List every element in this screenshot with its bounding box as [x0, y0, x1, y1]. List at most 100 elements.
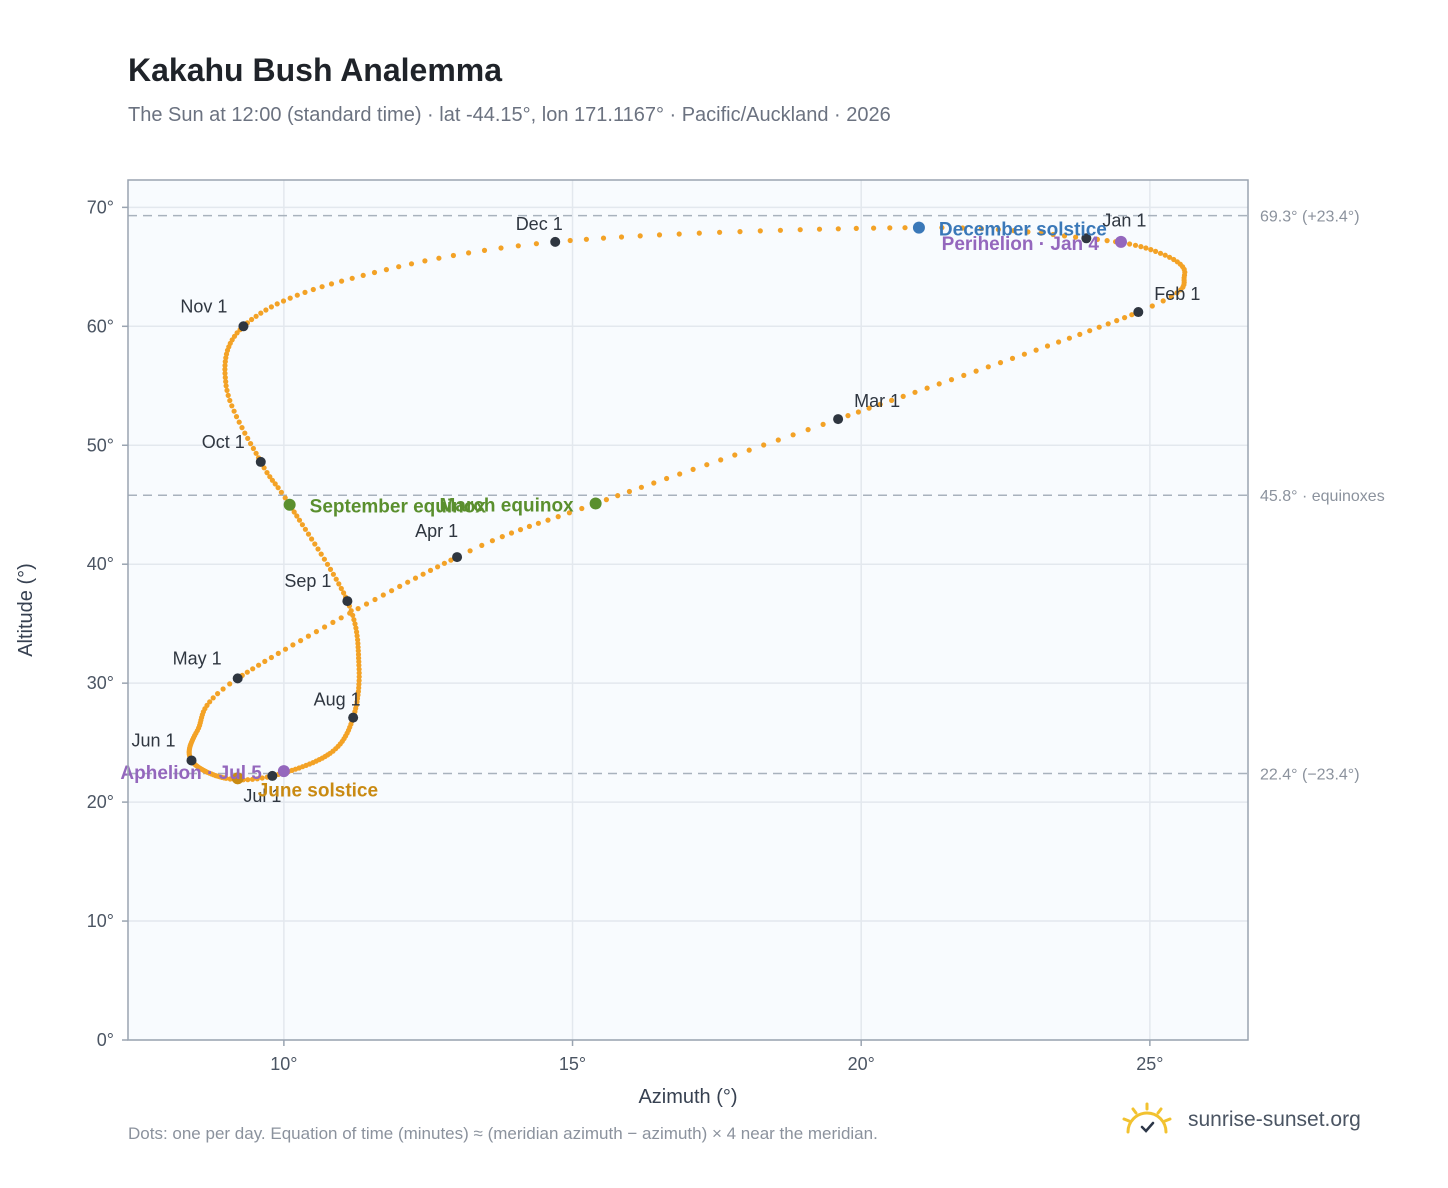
day-dot	[396, 264, 402, 270]
day-dot	[223, 775, 229, 781]
day-dot	[207, 699, 213, 705]
day-dot	[902, 225, 908, 231]
day-dot	[1168, 294, 1174, 300]
event-marker-dot	[589, 497, 602, 510]
day-dot	[1094, 236, 1100, 242]
day-dot	[1061, 233, 1068, 239]
day-dot	[302, 526, 308, 532]
month-marker-label: Sep 1	[284, 571, 331, 591]
day-dot	[1178, 287, 1184, 293]
event-marker-label: June solstice	[258, 780, 378, 801]
day-dot	[600, 235, 607, 241]
day-dot	[259, 775, 265, 781]
day-dot	[422, 258, 428, 264]
day-dot	[222, 359, 228, 365]
month-marker-dot	[186, 755, 197, 766]
day-dot	[250, 445, 256, 452]
reference-line-label: 22.4° (−23.4°)	[1260, 767, 1360, 784]
day-dot	[330, 619, 336, 626]
event-marker-dot	[283, 498, 296, 511]
day-dot	[294, 292, 300, 298]
day-dot	[305, 633, 311, 639]
day-dot	[327, 566, 334, 573]
day-dot	[887, 225, 893, 231]
day-dot	[1096, 324, 1102, 330]
day-dot	[651, 480, 657, 486]
day-dot	[889, 397, 895, 403]
day-dot	[545, 517, 551, 523]
day-dot	[855, 409, 862, 415]
day-dot	[250, 666, 256, 672]
day-dot	[336, 581, 342, 587]
day-dot	[420, 571, 426, 577]
day-dot	[877, 401, 883, 407]
day-dot	[871, 225, 877, 231]
day-dot	[223, 383, 229, 389]
day-dot	[353, 625, 359, 631]
day-dot	[222, 370, 228, 376]
day-dot	[254, 776, 260, 782]
day-dot	[508, 530, 515, 536]
day-dot	[355, 651, 362, 658]
day-dot	[354, 633, 360, 639]
day-dot	[351, 617, 357, 623]
x-tick-label: 15°	[559, 1054, 586, 1074]
day-dot	[253, 450, 259, 456]
event-marker-label: Perihelion · Jan 4	[942, 234, 1100, 255]
day-dot	[275, 650, 281, 657]
day-dot	[985, 364, 991, 370]
day-dot	[338, 615, 344, 621]
day-dot	[1149, 303, 1155, 309]
day-dot	[380, 592, 386, 598]
day-dot	[352, 621, 358, 627]
day-dot	[737, 229, 743, 235]
day-dot	[222, 362, 228, 369]
day-dot	[515, 243, 521, 249]
day-dot	[245, 777, 251, 783]
day-dot	[324, 561, 331, 567]
day-dot	[835, 226, 841, 232]
day-dot	[355, 637, 361, 643]
day-dot	[583, 236, 590, 242]
day-dot	[227, 681, 233, 687]
x-tick-label: 25°	[1136, 1054, 1163, 1074]
day-dot	[268, 654, 274, 661]
brand[interactable]: sunrise-sunset.org	[1120, 1102, 1361, 1138]
day-dot	[356, 666, 362, 672]
month-marker-dot	[1081, 233, 1092, 244]
month-marker-dot	[255, 456, 266, 467]
day-dot	[356, 678, 362, 684]
day-dot	[448, 557, 454, 563]
day-dot	[1162, 252, 1168, 258]
day-dot	[1167, 254, 1173, 260]
day-dot	[450, 252, 456, 259]
day-dot	[356, 674, 362, 680]
day-dot	[1044, 343, 1051, 349]
day-dot	[354, 629, 360, 635]
day-dot	[535, 520, 542, 526]
day-dot	[291, 509, 297, 515]
day-dot	[244, 669, 250, 675]
day-dot	[236, 419, 242, 425]
axes: 10° 15° 20° 25° 0° 10° 20° 30° 40° 50° 60° 70°	[87, 197, 1164, 1074]
day-dot	[383, 267, 389, 273]
day-dot	[924, 385, 930, 391]
y-tick-label: 70°	[87, 197, 114, 217]
month-marker-label: Apr 1	[415, 521, 458, 541]
day-dot	[517, 527, 524, 533]
day-dot	[1127, 241, 1133, 247]
day-dot	[245, 435, 251, 441]
day-dot	[356, 670, 362, 676]
day-dot	[299, 522, 305, 528]
day-dot	[249, 776, 256, 782]
month-marker-dot	[238, 321, 249, 332]
day-dot	[330, 571, 336, 577]
x-tick-label: 20°	[848, 1054, 875, 1074]
day-dot	[676, 231, 682, 237]
plot-frame	[127, 179, 1249, 1041]
day-dot	[269, 477, 275, 483]
day-dot	[1105, 321, 1111, 327]
brand-name: sunrise-sunset.org	[1188, 1108, 1361, 1131]
day-dot	[1132, 242, 1139, 248]
